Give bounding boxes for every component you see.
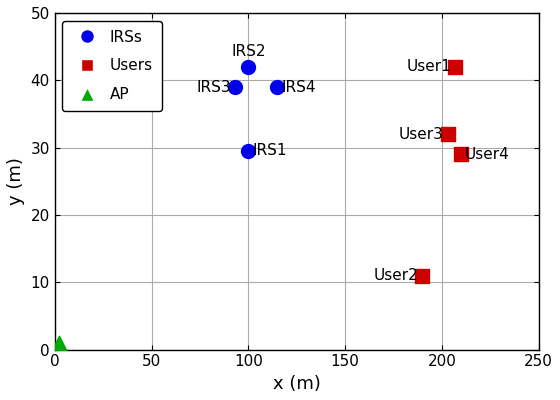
Point (244, 64, 253, 70)
Point (230, 84, 239, 90)
Point (457, 151, 466, 158)
Text: IRS2: IRS2 (231, 44, 265, 59)
Text: IRS4: IRS4 (281, 80, 316, 94)
Text: User4: User4 (465, 147, 510, 162)
Y-axis label: y (m): y (m) (7, 157, 25, 205)
X-axis label: x (m): x (m) (273, 375, 321, 393)
Point (418, 272, 427, 279)
Text: IRS3: IRS3 (196, 80, 231, 94)
Point (451, 64, 460, 70)
Point (273, 84, 282, 90)
Text: User3: User3 (399, 127, 444, 142)
Legend: IRSs, Users, AP: IRSs, Users, AP (62, 20, 162, 112)
Point (54, 340, 63, 346)
Point (244, 148, 253, 154)
Text: IRS1: IRS1 (252, 144, 287, 158)
Text: User2: User2 (374, 268, 419, 283)
Text: User1: User1 (407, 59, 451, 74)
Point (443, 131, 452, 137)
